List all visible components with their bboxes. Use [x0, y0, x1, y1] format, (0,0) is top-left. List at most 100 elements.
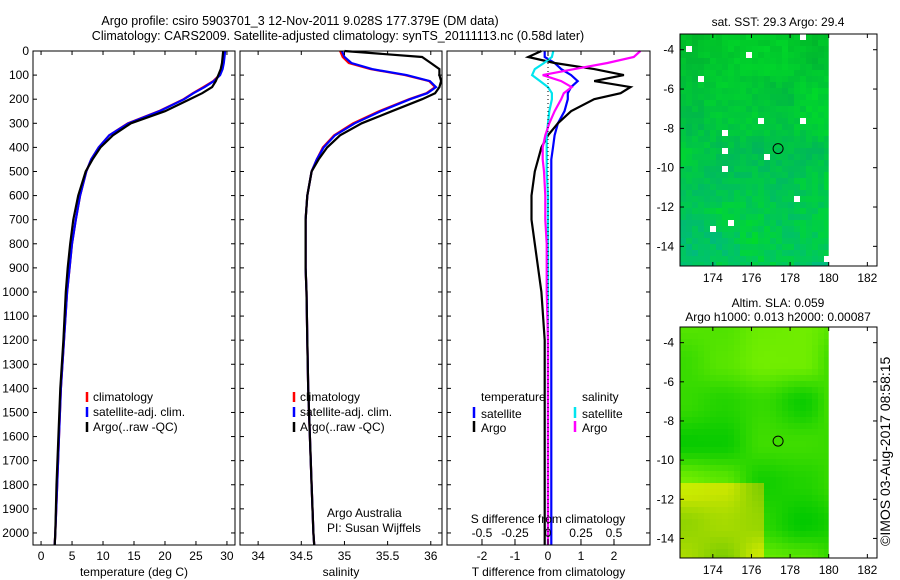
map-cell — [704, 357, 710, 363]
map-cell — [824, 507, 829, 513]
map-cell — [728, 411, 734, 417]
x-tick-label: 2 — [611, 549, 618, 563]
map-cell — [740, 339, 746, 345]
map-cell — [770, 417, 776, 423]
legend-heading-salinity: salinity — [582, 390, 619, 404]
map-cell — [794, 256, 800, 262]
map-cell — [728, 220, 734, 226]
map-cell — [824, 34, 829, 40]
map-cell — [788, 525, 794, 531]
map-cell — [758, 88, 764, 94]
map-lat-label: -8 — [663, 414, 674, 428]
map-cell — [746, 130, 752, 136]
map-cell — [752, 549, 758, 555]
map-cell — [800, 100, 806, 106]
map-cell — [782, 477, 788, 483]
map-title: Altim. SLA: 0.059 — [732, 296, 825, 310]
map-cell — [770, 489, 776, 495]
map-cell — [770, 196, 776, 202]
map-cell — [758, 555, 764, 558]
map-lat-label: -14 — [657, 239, 675, 253]
map-cell — [800, 40, 806, 46]
map-cell — [800, 357, 806, 363]
map-cell — [758, 178, 764, 184]
map-cell — [788, 208, 794, 214]
map-cell — [782, 489, 788, 495]
map-cell — [698, 106, 704, 112]
map-cell — [824, 495, 829, 501]
map-cell — [710, 381, 716, 387]
map-cell — [710, 112, 716, 118]
map-cell — [788, 34, 794, 40]
map-cell — [812, 58, 818, 64]
map-cell — [812, 477, 818, 483]
map-cell — [806, 130, 812, 136]
map-cell — [818, 543, 824, 549]
x-tick-label: 15 — [127, 549, 141, 563]
map-cell — [734, 118, 740, 124]
map-cell — [686, 477, 692, 483]
map-cell — [788, 513, 794, 519]
map-cell — [740, 118, 746, 124]
map-cell — [794, 345, 800, 351]
map-cell — [800, 202, 806, 208]
map-cell — [770, 381, 776, 387]
map-cell — [740, 387, 746, 393]
map-cell — [722, 88, 728, 94]
map-cell — [782, 519, 788, 525]
map-cell — [770, 166, 776, 172]
map-cell — [746, 507, 752, 513]
map-cell — [752, 531, 758, 537]
map-cell — [758, 76, 764, 82]
map-cell — [758, 46, 764, 52]
map-cell — [710, 531, 716, 537]
map-cell — [740, 381, 746, 387]
map-cell — [680, 405, 686, 411]
map-cell — [812, 64, 818, 70]
map-cell — [740, 136, 746, 142]
map-cell — [770, 543, 776, 549]
map-cell — [746, 190, 752, 196]
map-cell — [722, 477, 728, 483]
map-cell — [770, 106, 776, 112]
map-cell — [710, 184, 716, 190]
map-cell — [812, 513, 818, 519]
map-cell — [698, 381, 704, 387]
map-cell — [782, 52, 788, 58]
map-cell — [698, 88, 704, 94]
map-cell — [752, 172, 758, 178]
map-cell — [728, 88, 734, 94]
map-cell — [746, 327, 752, 333]
map-cell — [692, 537, 698, 543]
map-cell — [722, 471, 728, 477]
map-cell — [794, 495, 800, 501]
map-cell — [740, 453, 746, 459]
map-cell — [746, 220, 752, 226]
credit-line1: Argo Australia — [327, 506, 402, 520]
map-cell — [764, 411, 770, 417]
map-cell — [680, 501, 686, 507]
y-tick-label: 300 — [9, 116, 29, 130]
map-cell — [686, 94, 692, 100]
map-cell — [722, 327, 728, 333]
map-cell — [728, 441, 734, 447]
map-cell — [794, 154, 800, 160]
map-cell — [752, 519, 758, 525]
map-cell — [812, 555, 818, 558]
map-cell — [704, 453, 710, 459]
map-cell — [782, 429, 788, 435]
map-cell — [770, 339, 776, 345]
map-cell — [764, 369, 770, 375]
map-cell — [800, 351, 806, 357]
map-cell — [746, 70, 752, 76]
map-cell — [746, 387, 752, 393]
map-cell — [800, 333, 806, 339]
map-cell — [812, 172, 818, 178]
map-cell — [740, 495, 746, 501]
map-cell — [722, 483, 728, 489]
map-lat-label: -4 — [663, 43, 674, 57]
map-cell — [806, 399, 812, 405]
map-cell — [758, 154, 764, 160]
map-cell — [800, 136, 806, 142]
map-cell — [794, 507, 800, 513]
